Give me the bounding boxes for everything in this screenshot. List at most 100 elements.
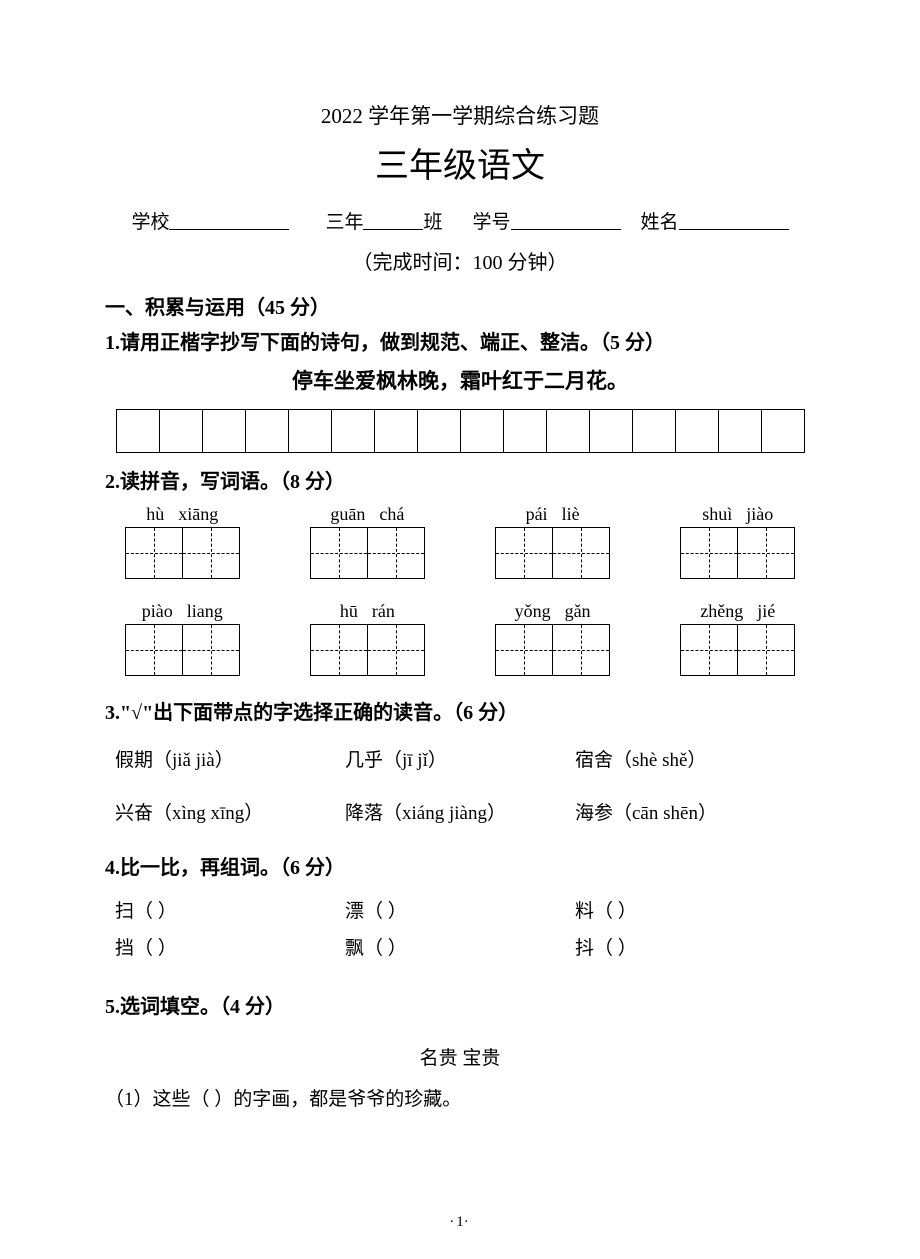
q3-row: 假期（jiǎ jià）几乎（jī jǐ）宿舍（shè shě） bbox=[115, 745, 805, 772]
class-suffix: 班 bbox=[423, 207, 442, 234]
q2-container: hùxiāng guānchá páiliè shuìjiào piàoliang hūr… bbox=[105, 504, 815, 676]
class-blank[interactable] bbox=[363, 207, 423, 230]
tian-cell[interactable] bbox=[737, 624, 795, 676]
name-blank[interactable] bbox=[679, 207, 789, 230]
q1-cell[interactable] bbox=[460, 409, 504, 453]
page-number: ·1· bbox=[0, 1214, 920, 1231]
q1-cell[interactable] bbox=[159, 409, 203, 453]
school-label: 学校 bbox=[131, 207, 169, 234]
tian-cell[interactable] bbox=[182, 527, 240, 579]
q5-title: 5.选词填空。（4 分） bbox=[105, 990, 815, 1019]
q3-item: 几乎（jī jǐ） bbox=[345, 745, 575, 772]
q1-cell[interactable] bbox=[718, 409, 762, 453]
pinyin-text: zhěngjié bbox=[700, 601, 775, 622]
tian-pair[interactable] bbox=[310, 624, 425, 676]
school-blank[interactable] bbox=[169, 207, 289, 230]
q4-row: 挡（ ）飘（ ）抖（ ） bbox=[115, 933, 805, 960]
q1-cell[interactable] bbox=[116, 409, 160, 453]
pinyin-block: zhěngjié bbox=[680, 601, 795, 676]
grade-label: 三年 bbox=[325, 207, 363, 234]
tian-pair[interactable] bbox=[310, 527, 425, 579]
q1-cell[interactable] bbox=[417, 409, 461, 453]
tian-cell[interactable] bbox=[310, 527, 368, 579]
q1-cell[interactable] bbox=[675, 409, 719, 453]
title-line1: 2022 学年第一学期综合练习题 bbox=[105, 100, 815, 130]
pinyin-block: hùxiāng bbox=[125, 504, 240, 579]
tian-cell[interactable] bbox=[552, 527, 610, 579]
tian-pair[interactable] bbox=[125, 527, 240, 579]
pinyin-text: hūrán bbox=[340, 601, 395, 622]
q2-row: hùxiāng guānchá páiliè shuìjiào bbox=[125, 504, 795, 579]
tian-cell[interactable] bbox=[552, 624, 610, 676]
q3-row: 兴奋（xìng xīng）降落（xiáng jiàng）海参（cān shēn） bbox=[115, 798, 805, 825]
q4-title: 4.比一比，再组词。（6 分） bbox=[105, 851, 815, 880]
tian-pair[interactable] bbox=[680, 527, 795, 579]
q1-cell[interactable] bbox=[288, 409, 332, 453]
q5-line1: （1）这些（ ）的字画，都是爷爷的珍藏。 bbox=[105, 1084, 815, 1111]
q2-row: piàoliang hūrán yǒnggǎn zhěngjié bbox=[125, 601, 795, 676]
q1-cell[interactable] bbox=[374, 409, 418, 453]
q1-cell[interactable] bbox=[546, 409, 590, 453]
tian-cell[interactable] bbox=[495, 624, 553, 676]
pinyin-block: guānchá bbox=[310, 504, 425, 579]
q4-rows: 扫（ ）漂（ ）料（ ） 挡（ ）飘（ ）抖（ ） bbox=[105, 896, 815, 960]
q1-cell[interactable] bbox=[503, 409, 547, 453]
tian-cell[interactable] bbox=[310, 624, 368, 676]
q4-item: 漂（ ） bbox=[345, 896, 575, 923]
pinyin-block: páiliè bbox=[495, 504, 610, 579]
time-line: （完成时间：100 分钟） bbox=[105, 246, 815, 275]
q3-item: 宿舍（shè shě） bbox=[575, 745, 805, 772]
id-blank[interactable] bbox=[511, 207, 621, 230]
title-line2: 三年级语文 bbox=[105, 138, 815, 187]
q1-cell[interactable] bbox=[761, 409, 805, 453]
tian-cell[interactable] bbox=[182, 624, 240, 676]
pinyin-text: piàoliang bbox=[142, 601, 223, 622]
tian-cell[interactable] bbox=[125, 527, 183, 579]
tian-cell[interactable] bbox=[737, 527, 795, 579]
tian-cell[interactable] bbox=[367, 527, 425, 579]
tian-pair[interactable] bbox=[495, 527, 610, 579]
pinyin-text: shuìjiào bbox=[702, 504, 773, 525]
q1-cell[interactable] bbox=[245, 409, 289, 453]
q1-cell[interactable] bbox=[589, 409, 633, 453]
q3-item: 假期（jiǎ jià） bbox=[115, 745, 345, 772]
tian-pair[interactable] bbox=[495, 624, 610, 676]
q4-item: 扫（ ） bbox=[115, 896, 345, 923]
name-label: 姓名 bbox=[641, 207, 679, 234]
q4-row: 扫（ ）漂（ ）料（ ） bbox=[115, 896, 805, 923]
section1-title: 一、积累与运用（45 分） bbox=[105, 291, 815, 320]
q4-item: 抖（ ） bbox=[575, 933, 805, 960]
q4-item: 飘（ ） bbox=[345, 933, 575, 960]
tian-cell[interactable] bbox=[680, 527, 738, 579]
pinyin-block: piàoliang bbox=[125, 601, 240, 676]
q5-words: 名贵 宝贵 bbox=[105, 1043, 815, 1070]
q1-cell[interactable] bbox=[632, 409, 676, 453]
tian-pair[interactable] bbox=[680, 624, 795, 676]
q3-item: 兴奋（xìng xīng） bbox=[115, 798, 345, 825]
pinyin-block: hūrán bbox=[310, 601, 425, 676]
id-label: 学号 bbox=[473, 207, 511, 234]
q1-grid[interactable] bbox=[105, 409, 815, 453]
pinyin-text: hùxiāng bbox=[146, 504, 218, 525]
pinyin-text: páiliè bbox=[526, 504, 580, 525]
q1-poem: 停车坐爱枫林晚，霜叶红于二月花。 bbox=[105, 365, 815, 395]
tian-pair[interactable] bbox=[125, 624, 240, 676]
student-info-line: 学校 三年 班 学号 姓名 bbox=[105, 207, 815, 234]
tian-cell[interactable] bbox=[367, 624, 425, 676]
q3-item: 降落（xiáng jiàng） bbox=[345, 798, 575, 825]
tian-cell[interactable] bbox=[495, 527, 553, 579]
tian-cell[interactable] bbox=[125, 624, 183, 676]
pinyin-block: shuìjiào bbox=[680, 504, 795, 579]
q1-cell[interactable] bbox=[331, 409, 375, 453]
q1-cell[interactable] bbox=[202, 409, 246, 453]
pinyin-text: guānchá bbox=[330, 504, 404, 525]
pinyin-text: yǒnggǎn bbox=[515, 601, 591, 622]
q3-rows: 假期（jiǎ jià）几乎（jī jǐ）宿舍（shè shě） 兴奋（xìng x… bbox=[105, 745, 815, 825]
q4-item: 料（ ） bbox=[575, 896, 805, 923]
q2-title: 2.读拼音，写词语。（8 分） bbox=[105, 465, 815, 494]
tian-cell[interactable] bbox=[680, 624, 738, 676]
q1-title: 1.请用正楷字抄写下面的诗句，做到规范、端正、整洁。（5 分） bbox=[105, 326, 815, 355]
q4-item: 挡（ ） bbox=[115, 933, 345, 960]
q3-title: 3."√"出下面带点的字选择正确的读音。（6 分） bbox=[105, 696, 815, 725]
q3-item: 海参（cān shēn） bbox=[575, 798, 805, 825]
